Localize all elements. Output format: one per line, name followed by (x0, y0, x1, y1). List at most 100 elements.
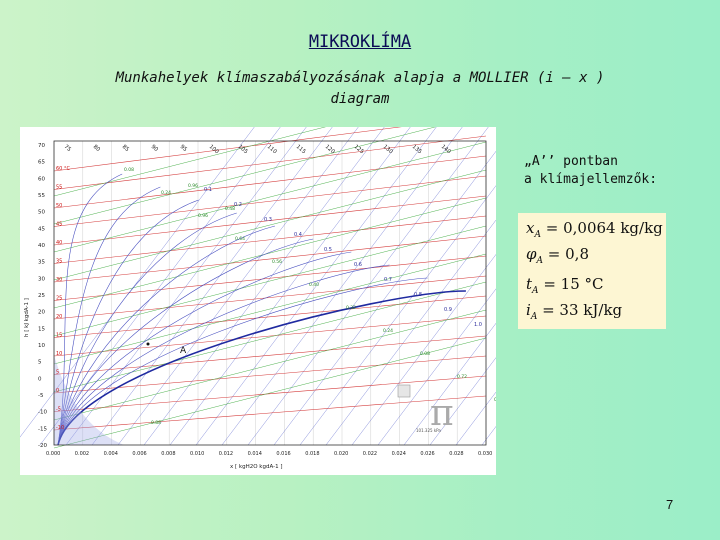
slide-title: MIKROKLÍMA (308, 32, 412, 52)
humidity-curve (57, 173, 123, 446)
humidity-curve (57, 277, 428, 446)
temperature-label: -10 (56, 425, 64, 431)
y-axis-label: h [ kJ kgdA-1 ] (24, 298, 30, 337)
y-tick-label: 35 (38, 260, 45, 266)
pressure-label: 101.325 kPa (416, 428, 441, 433)
formula-t: tA = 15 °C (526, 275, 604, 296)
small-value-label: 0.08 (420, 351, 430, 357)
small-value-label: 0.72 (457, 374, 467, 380)
page-number: 7 (666, 497, 674, 512)
y-tick-label: 40 (38, 243, 45, 249)
x-tick-label: 0.016 (276, 451, 290, 457)
top-enthalpy-label: 130 (382, 144, 394, 156)
density-line (53, 169, 487, 281)
top-enthalpy-label: 115 (295, 144, 307, 156)
isotherm-line (53, 275, 487, 320)
enthalpy-line (65, 127, 307, 446)
formula-i: iA = 33 kJ/kg (526, 301, 623, 322)
top-enthalpy-label: 100 (208, 144, 220, 156)
density-line (53, 141, 487, 253)
isotherm-line (53, 255, 487, 301)
small-value-label: 0.40 (309, 282, 319, 288)
point-note-line-1: „A’’ pontban (524, 154, 618, 169)
temperature-label: 20 (56, 314, 62, 320)
isotherm-line (53, 395, 487, 431)
humidity-label: 0.6 (354, 262, 362, 268)
point-a-marker (146, 342, 150, 346)
temperature-label: 50 (56, 203, 62, 209)
humidity-label: 0.7 (384, 277, 392, 283)
enthalpy-line (429, 357, 496, 446)
x-tick-label: 0.002 (75, 451, 89, 457)
x-tick-label: 0.006 (132, 451, 146, 457)
isotherm-line (53, 127, 402, 172)
isotherm-line (53, 215, 487, 264)
top-enthalpy-label: 120 (324, 144, 336, 156)
subtitle-line-2: diagram (330, 91, 390, 107)
subtitle-line-1: Munkahelyek klímaszabályozásának alapja … (115, 70, 605, 86)
top-enthalpy-label: 80 (92, 144, 102, 153)
y-tick-label: -20 (38, 443, 47, 449)
x-tick-label: 0.030 (478, 451, 492, 457)
isotherm-line (53, 375, 487, 412)
top-enthalpy-label: 85 (121, 144, 131, 153)
small-value-label: 0.96 (188, 183, 198, 189)
humidity-curve (57, 186, 161, 446)
formula-phi: φA = 0,8 (526, 245, 589, 266)
enthalpy-line (195, 127, 437, 446)
temperature-label: 60 °C (56, 166, 70, 172)
humidity-curve (57, 212, 237, 446)
x-tick-label: 0.012 (219, 451, 233, 457)
top-enthalpy-label: 105 (237, 144, 249, 156)
y-tick-label: -5 (38, 393, 44, 399)
enthalpy-line (143, 127, 385, 446)
x-tick-label: 0.020 (334, 451, 348, 457)
plot-frame (53, 140, 487, 446)
point-a-label: A (180, 346, 187, 356)
humidity-curve (57, 199, 199, 446)
y-tick-label: 55 (38, 193, 45, 199)
enthalpy-line (221, 127, 463, 446)
enthalpy-line (403, 322, 496, 446)
x-tick-label: 0.008 (161, 451, 175, 457)
y-tick-label: 25 (38, 293, 45, 299)
x-tick-label: 0.028 (449, 451, 463, 457)
small-value-label: 0.64 (235, 236, 245, 242)
x-tick-label: 0.022 (363, 451, 377, 457)
temperature-label: -5 (56, 407, 61, 413)
temperature-label: 10 (56, 351, 62, 357)
y-tick-label: 50 (38, 210, 45, 216)
x-tick-label: 0.014 (248, 451, 262, 457)
x-axis-label: x [ kgH2O kgdA-1 ] (230, 464, 282, 470)
humidity-curve (57, 251, 352, 446)
top-enthalpy-label: 90 (150, 144, 160, 153)
y-tick-label: 20 (38, 310, 45, 316)
small-value-label: 0.24 (383, 328, 393, 334)
temperature-label: 55 (56, 185, 62, 191)
y-tick-label: 15 (38, 326, 45, 332)
point-note: „A’’ pontban a klímajellemzők: (524, 153, 694, 189)
pi-logo: π 101.325 kPa (397, 384, 454, 434)
y-tick-label: 5 (38, 360, 42, 366)
enthalpy-line (351, 254, 496, 446)
enthalpy-line (169, 127, 411, 446)
temperature-label: 15 (56, 333, 62, 339)
y-tick-label: 70 (38, 143, 45, 149)
point-note-line-2: a klímajellemzők: (524, 172, 658, 187)
isotherm-line (53, 295, 487, 338)
mollier-diagram-svg: 60 °C5550454035302520151050-5-100.10.20.… (20, 127, 496, 475)
humidity-label: 0.4 (294, 232, 302, 238)
humidity-label: 0.8 (414, 292, 422, 298)
density-line (53, 281, 487, 393)
temperature-label: 40 (56, 240, 62, 246)
diagram-labels: 60 °C5550454035302520151050-5-100.10.20.… (56, 166, 496, 431)
fog-region (54, 355, 124, 445)
slide-subtitle: Munkahelyek klímaszabályozásának alapja … (60, 68, 660, 110)
isotherm-line (53, 155, 487, 209)
x-tick-label: 0.004 (104, 451, 118, 457)
enthalpy-line (20, 127, 255, 438)
humidity-curve (57, 238, 314, 446)
top-enthalpy-label: 75 (63, 144, 73, 153)
enthalpy-line (273, 150, 496, 446)
diagram-axes: 0.000 0.002 0.004 0.006 0.008 0.010 0.012 0.014… (38, 140, 492, 457)
